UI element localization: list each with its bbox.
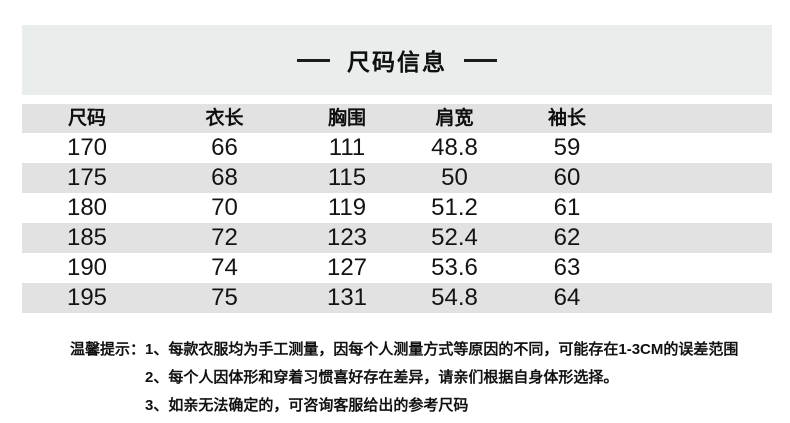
table-cell: 180 [66,194,108,221]
table-cell: 48.8 [431,134,478,161]
table-cell: 59 [553,134,581,161]
table-cell: 72 [211,224,238,251]
table-cell: 111 [328,134,366,161]
table-cell: 75 [211,284,238,311]
table-cell: 123 [326,224,368,251]
table-cell: 52.4 [431,224,478,251]
column-header: 袖长 [547,108,586,129]
table-cell: 53.6 [431,254,478,281]
tips-section: 温馨提示： 1、每款衣服均为手工测量，因每个人测量方式等原因的不同，可能存在1-… [70,336,738,420]
column-header: 胸围 [327,108,366,129]
table-cell: 66 [211,134,238,161]
table-cell: 74 [211,254,238,281]
table-cell: 61 [553,194,581,221]
size-table-header-row: 尺码 衣长 胸围 肩宽 袖长 [22,104,772,133]
table-cell: 54.8 [431,284,478,311]
table-row: 175 68 115 50 60 [22,163,772,193]
table-row: 185 72 123 52.4 62 [22,223,772,253]
title-dash-left-icon [297,58,330,62]
table-cell: 190 [66,254,108,281]
column-header: 尺码 [67,108,106,129]
table-cell: 185 [66,224,108,251]
table-cell: 50 [441,164,468,191]
table-row: 190 74 127 53.6 63 [22,253,772,283]
table-cell: 127 [326,254,368,281]
tip-line: 1、每款衣服均为手工测量，因每个人测量方式等原因的不同，可能存在1-3CM的误差… [145,341,739,358]
table-cell: 62 [553,224,581,251]
table-row: 195 75 131 54.8 64 [22,283,772,313]
table-cell: 131 [326,284,368,311]
table-cell: 170 [66,134,108,161]
column-header: 肩宽 [435,108,474,129]
table-cell: 115 [327,164,367,191]
title-dash-right-icon [464,58,497,62]
tip-line: 3、如亲无法确定的，可咨询客服给出的参考尺码 [145,397,469,414]
table-cell: 175 [66,164,108,191]
table-cell: 195 [66,284,108,311]
title-banner: 尺码信息 [22,25,772,95]
table-cell: 51.2 [431,194,478,221]
size-table: 尺码 衣长 胸围 肩宽 袖长 170 66 111 48.8 59 175 68 115 50 60 180… [22,104,772,313]
table-cell: 64 [553,284,581,311]
table-cell: 60 [553,164,581,191]
table-cell: 68 [211,164,238,191]
tip-line: 2、每个人因体形和穿着习惯喜好存在差异，请亲们根据自身体形选择。 [145,369,619,386]
table-cell: 119 [327,194,367,221]
size-table-body: 170 66 111 48.8 59 175 68 115 50 60 180 70 119 51.2 61… [22,133,772,313]
table-row: 170 66 111 48.8 59 [22,133,772,163]
table-row: 180 70 119 51.2 61 [22,193,772,223]
table-cell: 70 [211,194,238,221]
page-title: 尺码信息 [347,49,447,75]
table-cell: 63 [553,254,581,281]
column-header: 衣长 [205,108,244,129]
tips-lines: 1、每款衣服均为手工测量，因每个人测量方式等原因的不同，可能存在1-3CM的误差… [145,336,738,420]
tips-label: 温馨提示： [70,341,146,358]
